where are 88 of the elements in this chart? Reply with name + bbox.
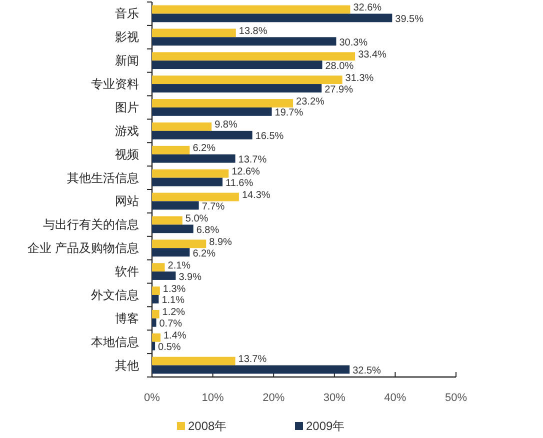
data-label: 27.9%	[324, 84, 354, 96]
data-label: 19.7%	[274, 108, 304, 119]
data-label: 13.7%	[238, 154, 267, 166]
data-label: 0.7%	[159, 318, 182, 330]
legend-label: 2008年	[188, 419, 227, 433]
data-label: 23.2%	[296, 96, 325, 108]
data-label: 6.2%	[192, 248, 216, 260]
bar	[152, 201, 199, 210]
data-label: 30.3%	[339, 37, 368, 48]
data-label: 2.1%	[168, 260, 191, 272]
data-label: 0.5%	[158, 342, 181, 354]
y-tick-label: 新闻	[115, 54, 139, 68]
bar	[152, 333, 161, 342]
y-tick-label: 其他生活信息	[67, 170, 139, 185]
data-label: 3.9%	[178, 272, 202, 283]
bar	[152, 178, 223, 186]
bar	[152, 272, 176, 280]
bar	[152, 294, 159, 304]
bar	[152, 154, 236, 163]
bar	[152, 356, 236, 366]
data-label: 1.1%	[162, 295, 185, 306]
bar	[152, 122, 212, 131]
x-tick-label: 10%	[202, 392, 224, 404]
bar	[152, 263, 165, 272]
data-label: 1.3%	[162, 284, 186, 295]
data-label: 11.6%	[226, 178, 254, 189]
data-label: 7.7%	[202, 201, 225, 212]
bar	[152, 107, 272, 116]
bar	[152, 310, 160, 318]
y-tick-label: 图片	[115, 100, 139, 114]
y-tick-label: 专业资料	[91, 77, 139, 92]
data-label: 5.0%	[185, 213, 208, 224]
data-label: 39.5%	[395, 14, 424, 25]
bar	[152, 130, 252, 140]
data-label: 9.8%	[214, 120, 238, 131]
bar	[152, 14, 392, 22]
data-label: 1.2%	[162, 307, 186, 318]
bar	[152, 286, 160, 295]
data-label: 6.2%	[192, 143, 216, 154]
y-tick-label: 网站	[115, 194, 139, 208]
y-tick-label: 游戏	[115, 124, 139, 138]
bar	[152, 76, 342, 84]
bar	[152, 192, 239, 202]
y-tick-label: 与出行有关的信息	[43, 218, 139, 232]
data-label: 32.5%	[352, 366, 382, 376]
data-label: 14.3%	[242, 190, 270, 201]
bar	[152, 224, 194, 234]
data-label: 1.4%	[164, 330, 186, 342]
x-tick-label: 50%	[444, 392, 468, 404]
data-label: 8.9%	[209, 236, 232, 248]
x-tick-label: 0%	[144, 392, 160, 404]
data-label: 12.6%	[232, 166, 260, 178]
y-tick-label: 企业 产品及购物信息	[28, 241, 139, 256]
x-tick-label: 20%	[262, 392, 285, 404]
data-label: 28.0%	[325, 60, 354, 72]
bar	[152, 52, 356, 61]
bar	[152, 169, 229, 178]
bar	[152, 84, 322, 92]
bar	[152, 37, 336, 46]
bar	[152, 60, 322, 70]
legend-label: 2009年	[306, 419, 345, 433]
x-tick-label: 40%	[384, 392, 406, 404]
data-label: 13.8%	[238, 26, 268, 37]
y-tick-label: 影视	[115, 30, 139, 44]
data-label: 32.6%	[353, 2, 382, 14]
y-tick-label: 本地信息	[91, 334, 139, 349]
data-label: 6.8%	[196, 224, 220, 236]
data-label: 16.5%	[255, 131, 284, 142]
bar	[152, 318, 156, 327]
bar	[152, 365, 350, 374]
y-tick-label: 其他	[115, 358, 139, 372]
x-tick-label: 30%	[323, 392, 346, 404]
y-tick-label: 音乐	[115, 6, 139, 21]
data-label: 31.3%	[345, 72, 374, 84]
y-tick-label: 视频	[115, 147, 139, 162]
bar	[152, 248, 190, 257]
y-tick-label: 软件	[115, 264, 139, 279]
bar	[152, 240, 206, 248]
data-label: 13.7%	[238, 354, 267, 366]
y-tick-label: 外文信息	[91, 288, 139, 302]
bar	[152, 99, 294, 108]
bar	[152, 216, 182, 225]
bar	[152, 28, 236, 38]
y-tick-label: 博客	[115, 311, 139, 326]
bar	[152, 342, 156, 350]
bar	[152, 5, 350, 14]
data-label: 33.4%	[358, 49, 387, 60]
bar	[152, 146, 190, 154]
